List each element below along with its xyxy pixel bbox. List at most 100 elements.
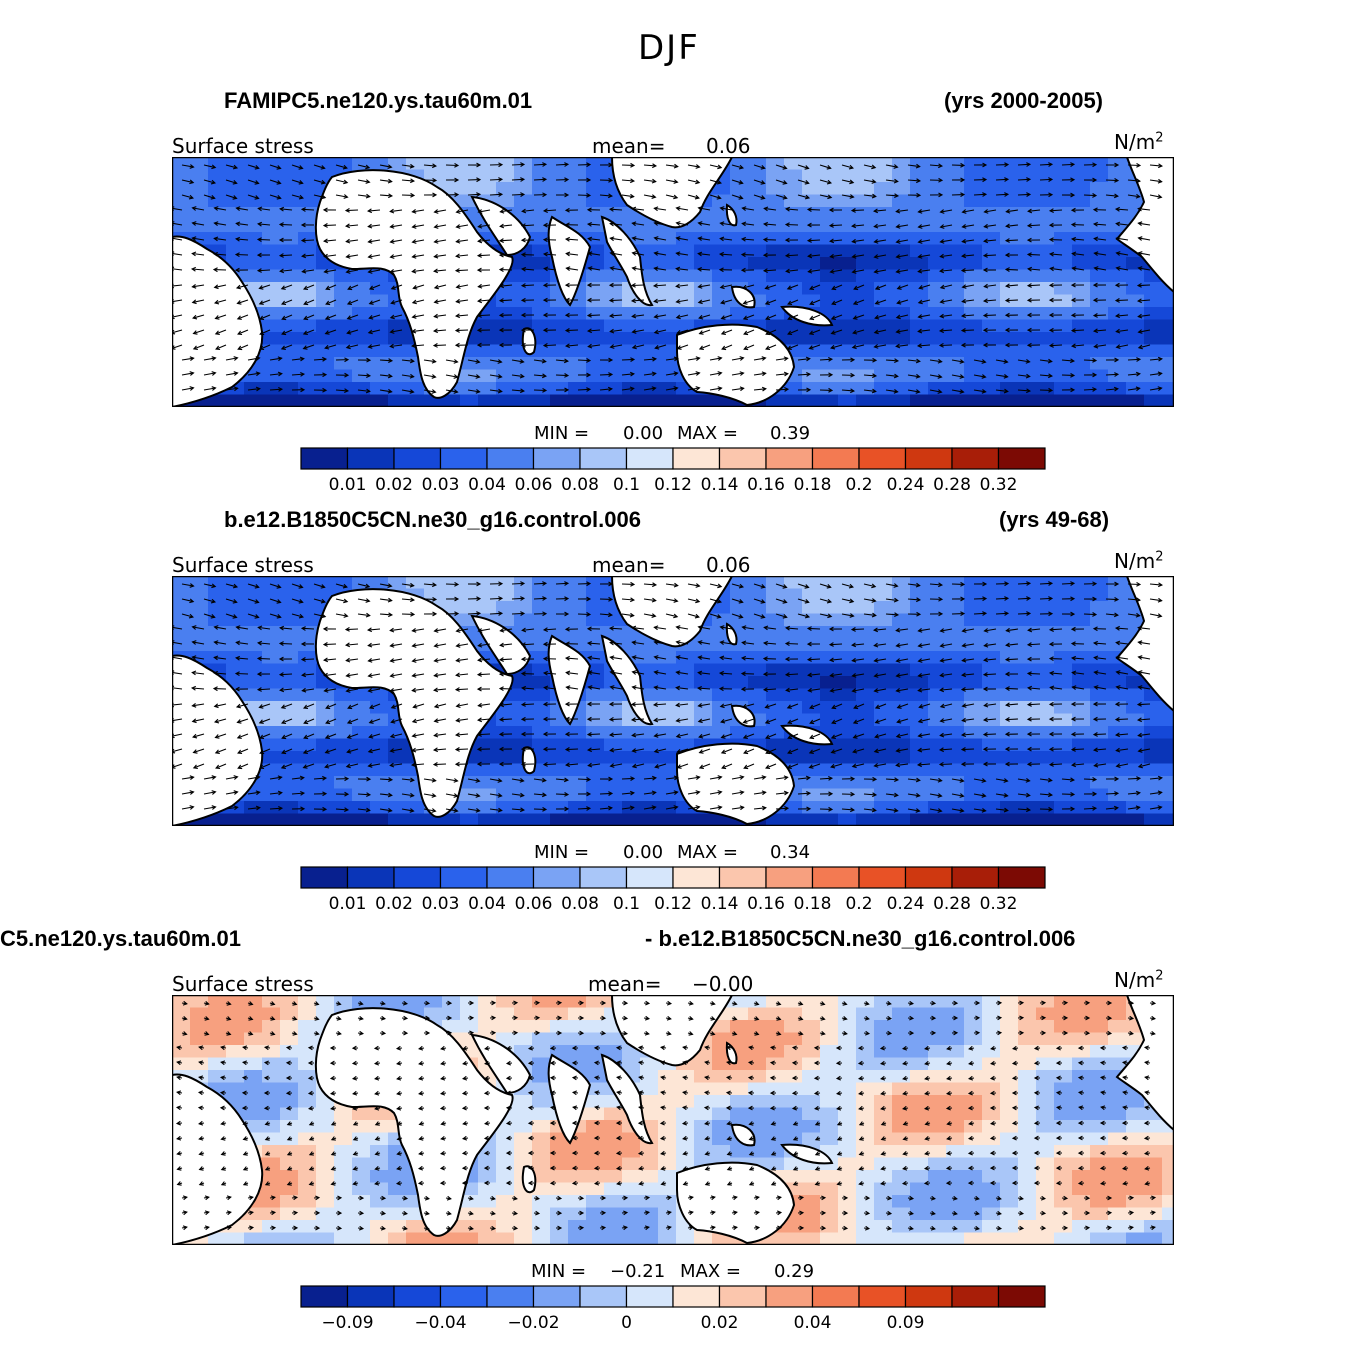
field-cell [766,663,785,677]
vector-arrow [643,358,656,361]
field-cell [1090,688,1109,702]
vector-arrow [687,372,700,376]
vector-arrow [281,748,293,754]
vector-arrow [379,583,392,587]
field-cell [514,726,533,740]
field-cell [784,613,803,627]
vector-arrow [478,643,491,647]
vector-arrowhead [192,314,198,320]
vector-arrowhead [806,207,812,212]
vector-arrow [874,748,887,753]
field-cell [784,651,803,665]
vector-arrowhead [1027,627,1033,633]
field-cell [856,588,875,602]
vector-arrowhead [717,583,723,589]
vector-arrow [896,314,909,319]
vector-arrow [214,626,227,630]
vector-arrow [412,763,425,766]
vector-arrowhead [808,749,814,754]
vector-arrow [181,583,194,587]
vector-arrow [225,776,238,780]
vector-arrowhead [738,583,745,589]
field-cell [370,344,389,358]
vector-arrowhead [431,389,437,394]
field-cell [388,738,407,752]
vector-arrow [743,733,755,739]
vector-arrowhead [519,359,525,364]
vector-arrowhead [235,284,242,290]
field-cell [964,613,983,627]
field-cell [910,357,929,371]
vector-arrowhead [1070,581,1076,586]
vector-arrow [610,642,623,645]
vector-arrowhead [938,761,944,767]
vector-arrow [258,657,271,660]
vector-arrowhead [211,164,217,170]
field-cell [280,207,299,221]
field-cell [514,701,533,715]
field-cell [262,763,281,777]
field-cell [262,194,281,208]
field-cell [172,626,191,640]
vector-arrow [566,748,579,751]
field-cell [1090,332,1109,346]
vector-arrow [303,748,315,754]
vector-arrowhead [695,775,701,781]
field-cell [370,357,389,371]
vector-arrowhead [1157,194,1163,199]
vector-arrowhead [895,224,901,229]
field-cell [568,576,587,590]
field-cell [262,576,281,590]
field-cell [982,726,1001,740]
field-cell [694,701,713,715]
vector-arrowhead [826,584,832,589]
field-cell [1000,244,1019,258]
vector-arrowhead [389,688,395,693]
vector-arrowhead [232,599,238,604]
field-cell [478,763,497,777]
vector-arrow [731,387,744,391]
vector-arrowhead [760,180,766,185]
field-cell [1090,601,1109,615]
vector-arrow [1039,359,1052,363]
vector-arrow [434,703,447,708]
vector-arrowhead [1027,685,1033,691]
vector-arrow [1149,583,1162,586]
field-cell [928,344,947,358]
vector-arrow [610,314,623,317]
field-cell [550,307,569,321]
vector-arrow [699,733,711,738]
vector-arrowhead [367,344,373,349]
vector-arrow [787,748,799,754]
vector-arrow [995,389,1008,393]
field-cell [172,182,191,196]
vector-arrowhead [323,269,329,274]
vector-arrowhead [782,180,788,185]
field-cell [676,394,695,408]
field-cell [874,219,893,233]
vector-arrow [841,389,854,392]
vector-arrow [852,763,865,768]
vector-arrowhead [255,356,261,361]
vector-arrow [368,658,381,662]
vector-arrowhead [343,613,349,618]
field-cell [838,307,857,321]
field-cell [1162,319,1181,333]
vector-arrowhead [760,599,766,604]
vector-arrow [192,237,205,241]
field-cell [316,307,335,321]
vector-arrowhead [850,357,856,363]
field-cell [712,394,731,408]
field-cell [766,182,785,196]
vector-arrowhead [849,179,855,185]
field-cell [892,701,911,715]
field-cell [604,357,623,371]
vector-arrowhead [389,224,395,229]
vector-arrowhead [233,386,239,392]
vector-arrow [654,299,667,302]
field-cell [424,576,443,590]
vector-arrowhead [1070,192,1076,198]
field-cell [910,676,929,690]
field-cell [334,369,353,383]
field-cell [910,713,929,727]
